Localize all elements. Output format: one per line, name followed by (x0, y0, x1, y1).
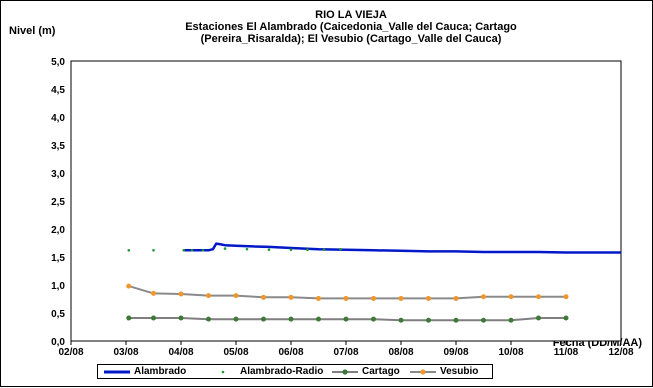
subtitle-line-2: (Pereira_Risaralda); El Vesubio (Cartago… (200, 33, 502, 45)
legend-item-alambrado-radio: Alambrado-Radio (208, 365, 328, 378)
x-tick-label: 09/08 (443, 347, 468, 358)
legend-label: Cartago (362, 366, 400, 377)
x-tick-label: 02/08 (58, 347, 83, 358)
x-tick-label: 08/08 (388, 347, 413, 358)
title-line: RIO LA VIEJA (315, 9, 387, 21)
y-tick-label: 4,0 (51, 113, 65, 124)
series-point-cartago (508, 317, 514, 323)
series-point-alambrado-radio (245, 247, 249, 251)
x-tick-label: 04/08 (168, 347, 193, 358)
series-point-vesubio (371, 295, 376, 301)
y-tick-label: 1,0 (51, 281, 65, 292)
x-tick-label: 11/08 (554, 347, 579, 358)
series-point-vesubio (316, 295, 321, 301)
legend-label: Alambrado (134, 366, 187, 377)
series-point-cartago (178, 315, 184, 321)
series-point-cartago (426, 317, 431, 323)
legend: Alambrado Alambrado-Radio Cartago Vesubi… (97, 364, 493, 379)
x-tick-label: 07/08 (333, 347, 358, 358)
series-point-alambrado-radio (152, 248, 155, 252)
legend-swatch-alambrado-radio (221, 370, 225, 374)
series-point-vesubio (288, 294, 294, 300)
series-line-alambrado (183, 242, 621, 254)
y-tick-label: 2,0 (51, 225, 65, 236)
series-point-cartago (563, 315, 569, 321)
series-point-cartago (151, 315, 156, 321)
series-point-alambrado-radio (201, 248, 205, 252)
legend-swatch-cartago (332, 369, 358, 375)
series-point-cartago (453, 317, 459, 323)
series-point-alambrado-radio (223, 247, 227, 250)
series-point-cartago (343, 316, 349, 322)
series-point-cartago (371, 316, 376, 322)
series-point-vesubio (151, 290, 156, 296)
series-point-cartago (261, 316, 266, 322)
series-point-vesubio (126, 283, 132, 289)
series-point-cartago (398, 317, 404, 323)
series-point-cartago (233, 316, 239, 322)
y-tick-label: 1,5 (51, 253, 65, 264)
series-point-alambrado-radio (289, 248, 293, 252)
series-point-cartago (288, 316, 294, 322)
series-point-alambrado-radio (322, 248, 326, 252)
series-point-vesubio (508, 294, 514, 300)
x-tick-label: 12/08 (608, 347, 633, 358)
x-tick-label: 05/08 (223, 347, 248, 358)
legend-swatch-vesubio (410, 369, 436, 375)
y-tick-label: 4,5 (51, 85, 65, 96)
series-point-vesubio (536, 294, 541, 300)
series-point-alambrado-radio (339, 247, 342, 251)
legend-swatch-alambrado (104, 370, 130, 374)
series-point-vesubio (343, 295, 349, 301)
legend-item-vesubio: Vesubio (408, 365, 488, 378)
chart-title: RIO LA VIEJA Estaciones El Alambrado (Ca… (121, 9, 581, 45)
y-tick-label: 5,0 (51, 57, 65, 68)
series-point-vesubio (261, 294, 266, 300)
legend-label: Vesubio (440, 366, 479, 377)
y-tick-label: 0,0 (51, 337, 65, 348)
series-point-alambrado-radio (190, 248, 194, 252)
legend-item-alambrado: Alambrado (102, 365, 192, 378)
y-tick-label: 0,5 (51, 309, 65, 320)
legend-item-cartago: Cartago (330, 365, 410, 378)
series-point-vesubio (206, 293, 211, 299)
tick-labels: 0,0 0,5 1,0 1,5 2,0 2,5 3,0 3,5 4,0 4,5 5,0 02/08 03… (51, 57, 634, 358)
series-point-vesubio (398, 295, 404, 301)
series-point-cartago (481, 317, 486, 323)
series-point-cartago (316, 316, 321, 322)
x-tick-label: 06/08 (278, 347, 303, 358)
y-tick-label: 2,5 (51, 197, 65, 208)
axes (70, 60, 622, 345)
series-point-cartago (206, 316, 211, 322)
series-point-vesubio (233, 293, 239, 299)
series-point-vesubio (453, 295, 459, 301)
series-point-vesubio (563, 294, 569, 300)
subtitle-line-1: Estaciones El Alambrado (Caicedonia_Vall… (185, 21, 517, 33)
series-point-vesubio (481, 294, 486, 300)
series-point-alambrado-radio (267, 248, 271, 252)
x-tick-label: 03/08 (113, 347, 138, 358)
series-point-vesubio (178, 291, 184, 297)
series-point-cartago (536, 315, 541, 321)
x-tick-label: 10/08 (498, 347, 523, 358)
series-point-alambrado-radio (127, 248, 131, 252)
legend-label: Alambrado-Radio (240, 366, 324, 377)
series-point-cartago (126, 315, 132, 321)
series-point-vesubio (426, 295, 431, 301)
series-point-alambrado-radio (182, 248, 186, 252)
series-layer (126, 242, 621, 323)
y-axis-label: Nivel (m) (9, 25, 56, 37)
y-tick-label: 3,0 (51, 169, 65, 180)
y-tick-label: 3,5 (51, 141, 65, 152)
series-point-alambrado-radio (306, 248, 309, 252)
